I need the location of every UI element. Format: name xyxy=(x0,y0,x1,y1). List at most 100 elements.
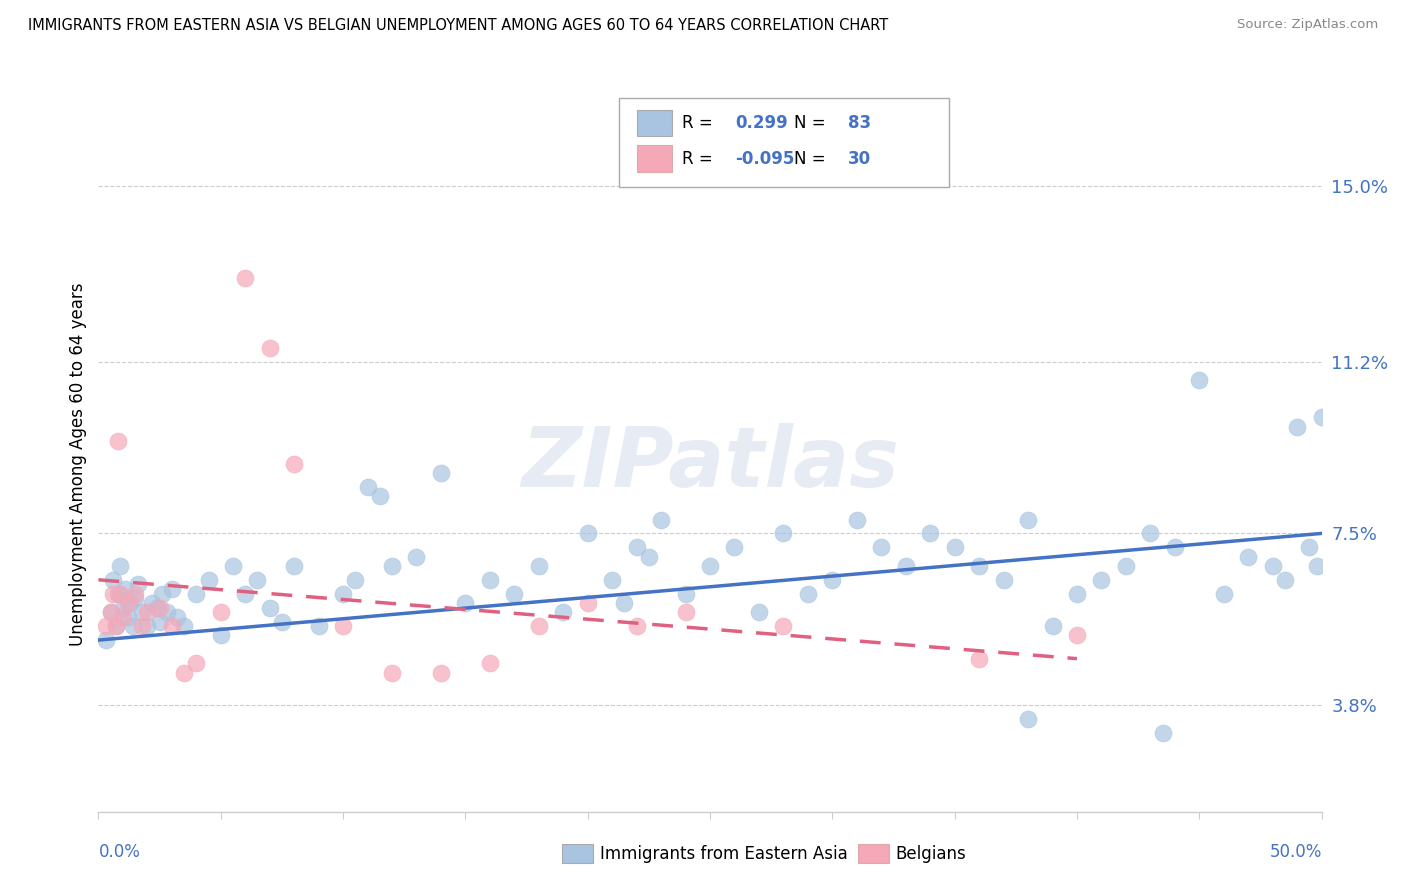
Point xyxy=(381,558,404,573)
Point xyxy=(600,573,623,587)
Point xyxy=(478,573,501,587)
Point xyxy=(368,489,391,503)
Point xyxy=(209,628,232,642)
Point xyxy=(430,466,453,480)
Text: N =: N = xyxy=(794,150,825,168)
Point xyxy=(332,587,354,601)
Text: N =: N = xyxy=(794,114,825,132)
Point xyxy=(870,541,893,555)
Point xyxy=(121,619,143,633)
Point xyxy=(626,619,648,633)
Point xyxy=(104,619,127,633)
Point xyxy=(104,619,127,633)
Text: Source: ZipAtlas.com: Source: ZipAtlas.com xyxy=(1237,18,1378,31)
Point xyxy=(821,573,844,587)
Point xyxy=(166,610,188,624)
Point xyxy=(478,657,501,671)
Point xyxy=(1017,512,1039,526)
Point xyxy=(209,605,232,619)
Point xyxy=(1274,573,1296,587)
Point xyxy=(967,651,990,665)
Point xyxy=(107,587,129,601)
Point xyxy=(117,596,139,610)
Point xyxy=(1310,410,1333,425)
Point xyxy=(1090,573,1112,587)
Point xyxy=(94,633,117,648)
Point xyxy=(772,619,794,633)
Point xyxy=(1164,541,1187,555)
Point xyxy=(146,600,169,615)
Point xyxy=(650,512,672,526)
Point xyxy=(405,549,427,564)
Point xyxy=(222,558,245,573)
Point xyxy=(613,596,636,610)
Text: 0.0%: 0.0% xyxy=(98,843,141,861)
Point xyxy=(723,541,745,555)
Point xyxy=(308,619,330,633)
Point xyxy=(797,587,820,601)
Point xyxy=(131,619,153,633)
Point xyxy=(576,526,599,541)
Point xyxy=(920,526,942,541)
Point xyxy=(110,558,132,573)
Point xyxy=(699,558,721,573)
Point xyxy=(124,591,146,606)
Point xyxy=(110,587,132,601)
Point xyxy=(332,619,354,633)
Point xyxy=(117,610,139,624)
Point xyxy=(127,577,149,591)
Point xyxy=(111,610,134,624)
Text: 0.299: 0.299 xyxy=(735,114,789,132)
Text: Immigrants from Eastern Asia: Immigrants from Eastern Asia xyxy=(600,845,848,863)
Point xyxy=(197,573,219,587)
Point xyxy=(675,605,697,619)
Point xyxy=(626,541,648,555)
Point xyxy=(233,587,256,601)
Point xyxy=(527,619,550,633)
Point xyxy=(186,587,208,601)
Text: R =: R = xyxy=(682,114,713,132)
Point xyxy=(1261,558,1284,573)
Point xyxy=(1017,712,1039,726)
Point xyxy=(553,605,575,619)
Point xyxy=(259,600,281,615)
Point xyxy=(94,619,117,633)
Point xyxy=(101,573,124,587)
Y-axis label: Unemployment Among Ages 60 to 64 years: Unemployment Among Ages 60 to 64 years xyxy=(69,282,87,646)
Point xyxy=(141,596,163,610)
Text: -0.095: -0.095 xyxy=(735,150,794,168)
Point xyxy=(1042,619,1064,633)
Point xyxy=(149,615,172,629)
Point xyxy=(136,605,159,619)
Point xyxy=(748,605,770,619)
Point xyxy=(637,549,661,564)
Point xyxy=(503,587,526,601)
Text: ZIPatlas: ZIPatlas xyxy=(522,424,898,504)
Point xyxy=(120,596,142,610)
Point xyxy=(1237,549,1260,564)
Point xyxy=(943,541,966,555)
Point xyxy=(993,573,1015,587)
Point xyxy=(430,665,453,680)
Point xyxy=(173,619,195,633)
Point xyxy=(149,600,172,615)
Point xyxy=(454,596,477,610)
Point xyxy=(967,558,990,573)
Point xyxy=(1306,558,1329,573)
Point xyxy=(772,526,794,541)
Text: R =: R = xyxy=(682,150,713,168)
Point xyxy=(259,341,281,355)
Point xyxy=(1212,587,1234,601)
Point xyxy=(1152,726,1174,740)
Point xyxy=(1066,628,1088,642)
Point xyxy=(107,434,129,448)
Point xyxy=(156,605,179,619)
Point xyxy=(283,457,305,471)
Point xyxy=(527,558,550,573)
Point xyxy=(114,582,136,596)
Point xyxy=(186,657,208,671)
Point xyxy=(1066,587,1088,601)
Point xyxy=(136,619,159,633)
Point xyxy=(101,587,124,601)
Point xyxy=(270,615,294,629)
